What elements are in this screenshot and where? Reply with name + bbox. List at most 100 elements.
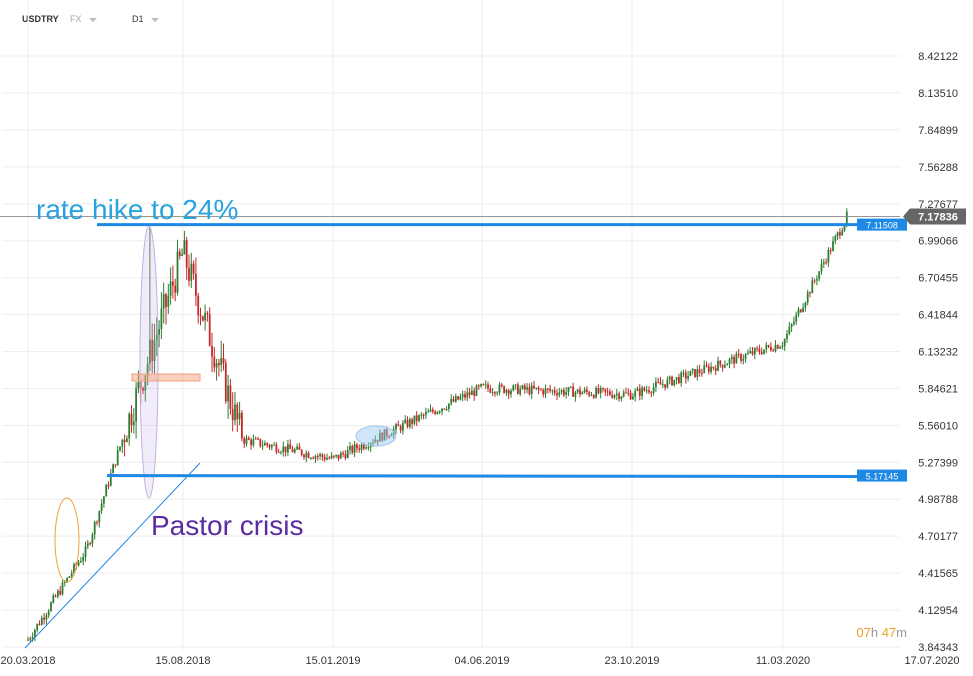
candle-body — [703, 365, 706, 373]
candle-body — [611, 395, 614, 398]
candle-body — [441, 408, 443, 412]
highlight-rect-orange — [131, 373, 201, 382]
candle-body — [473, 390, 476, 396]
annotation-rate-hike: rate hike to 24% — [36, 194, 238, 225]
candle-body — [45, 615, 48, 620]
candle-body — [310, 457, 312, 459]
candle-body — [638, 388, 641, 396]
level-price-tag — [857, 218, 907, 231]
candle-body — [333, 455, 335, 457]
candle-body — [560, 390, 563, 393]
candle-body — [544, 388, 547, 395]
x-tick-label: 23.10.2019 — [604, 655, 659, 667]
candle-body — [270, 445, 273, 448]
candle-body — [678, 377, 680, 384]
symbol-selector[interactable]: USDTRY FX — [22, 14, 98, 24]
candle-body — [27, 639, 29, 641]
candle-body — [266, 443, 269, 446]
candle-body — [245, 437, 248, 444]
chevron-down-icon — [89, 17, 98, 22]
candle-body — [834, 236, 837, 242]
candle-body — [57, 590, 59, 597]
candle-body — [135, 388, 137, 422]
candle-body — [673, 379, 676, 386]
candle-body — [195, 273, 197, 296]
y-tick-label: 5.27399 — [918, 457, 958, 469]
candle-body — [149, 339, 151, 364]
candle-body — [300, 449, 303, 455]
candle-body — [326, 458, 328, 460]
y-tick-label: 6.99066 — [918, 236, 958, 248]
timeframe-selector[interactable]: D1 — [132, 14, 160, 24]
candle-body — [93, 522, 96, 535]
symbol-label: USDTRY — [22, 14, 59, 24]
candle-body — [454, 396, 457, 402]
candle-body — [395, 424, 397, 430]
candle-body — [730, 357, 733, 360]
candle-body — [36, 623, 39, 630]
candle-body — [66, 577, 68, 582]
candle-body — [160, 308, 163, 330]
candle-body — [296, 446, 298, 450]
candle-body — [565, 391, 568, 395]
candle-body — [680, 372, 683, 384]
highlight-ellipse-purple — [139, 225, 159, 499]
candle-body — [105, 484, 108, 497]
candle-body — [498, 384, 501, 393]
candle-body — [827, 249, 830, 263]
candle-body — [381, 432, 384, 441]
candle-body — [337, 454, 340, 459]
candle-body — [448, 403, 450, 410]
candle-body — [581, 392, 584, 395]
candle-body — [806, 292, 809, 303]
candle-body — [372, 442, 374, 444]
candle-body — [50, 602, 52, 612]
candle-body — [464, 394, 466, 398]
candle-body — [790, 324, 793, 327]
candle-body — [625, 392, 627, 394]
candle-body — [362, 444, 365, 449]
candle-body — [466, 392, 469, 398]
candle-body — [298, 446, 301, 450]
level-price-label: 7.11508 — [866, 221, 898, 231]
candle-body — [825, 262, 827, 264]
candle-body — [199, 314, 202, 317]
candle-body — [431, 409, 434, 412]
candle-body — [574, 392, 577, 397]
candle-body — [579, 389, 581, 395]
candle-body — [349, 446, 351, 450]
candle-body — [471, 390, 473, 395]
candle-body — [503, 386, 505, 393]
candle-body — [655, 381, 657, 388]
candle-body — [247, 437, 250, 440]
candle-body — [190, 263, 193, 281]
candle-body — [339, 452, 342, 459]
candle-body — [434, 411, 436, 414]
candle-body — [275, 444, 278, 452]
candle-body — [236, 404, 239, 420]
candle-body — [261, 445, 264, 447]
candle-body — [411, 419, 413, 424]
candle-body — [89, 543, 91, 545]
candle-body — [671, 376, 673, 386]
candle-body — [114, 464, 117, 466]
candle-body — [652, 387, 655, 393]
candle-body — [549, 388, 551, 391]
candle-body — [303, 454, 305, 458]
candle-body — [86, 543, 89, 547]
candle-body — [767, 345, 770, 347]
candle-body — [820, 263, 823, 272]
candle-body — [615, 393, 618, 396]
candle-body — [779, 346, 781, 349]
candle-body — [314, 456, 317, 459]
candle-body — [491, 392, 494, 394]
candle-body — [572, 386, 574, 397]
annotation-pastor-crisis: Pastor crisis — [151, 510, 303, 541]
candle-body — [54, 595, 57, 597]
candle-body — [546, 388, 549, 390]
timeframe-label: D1 — [132, 14, 144, 24]
candle-body — [595, 388, 597, 398]
candle-body — [162, 294, 165, 309]
candle-body — [643, 387, 646, 391]
candle-body — [514, 384, 517, 386]
